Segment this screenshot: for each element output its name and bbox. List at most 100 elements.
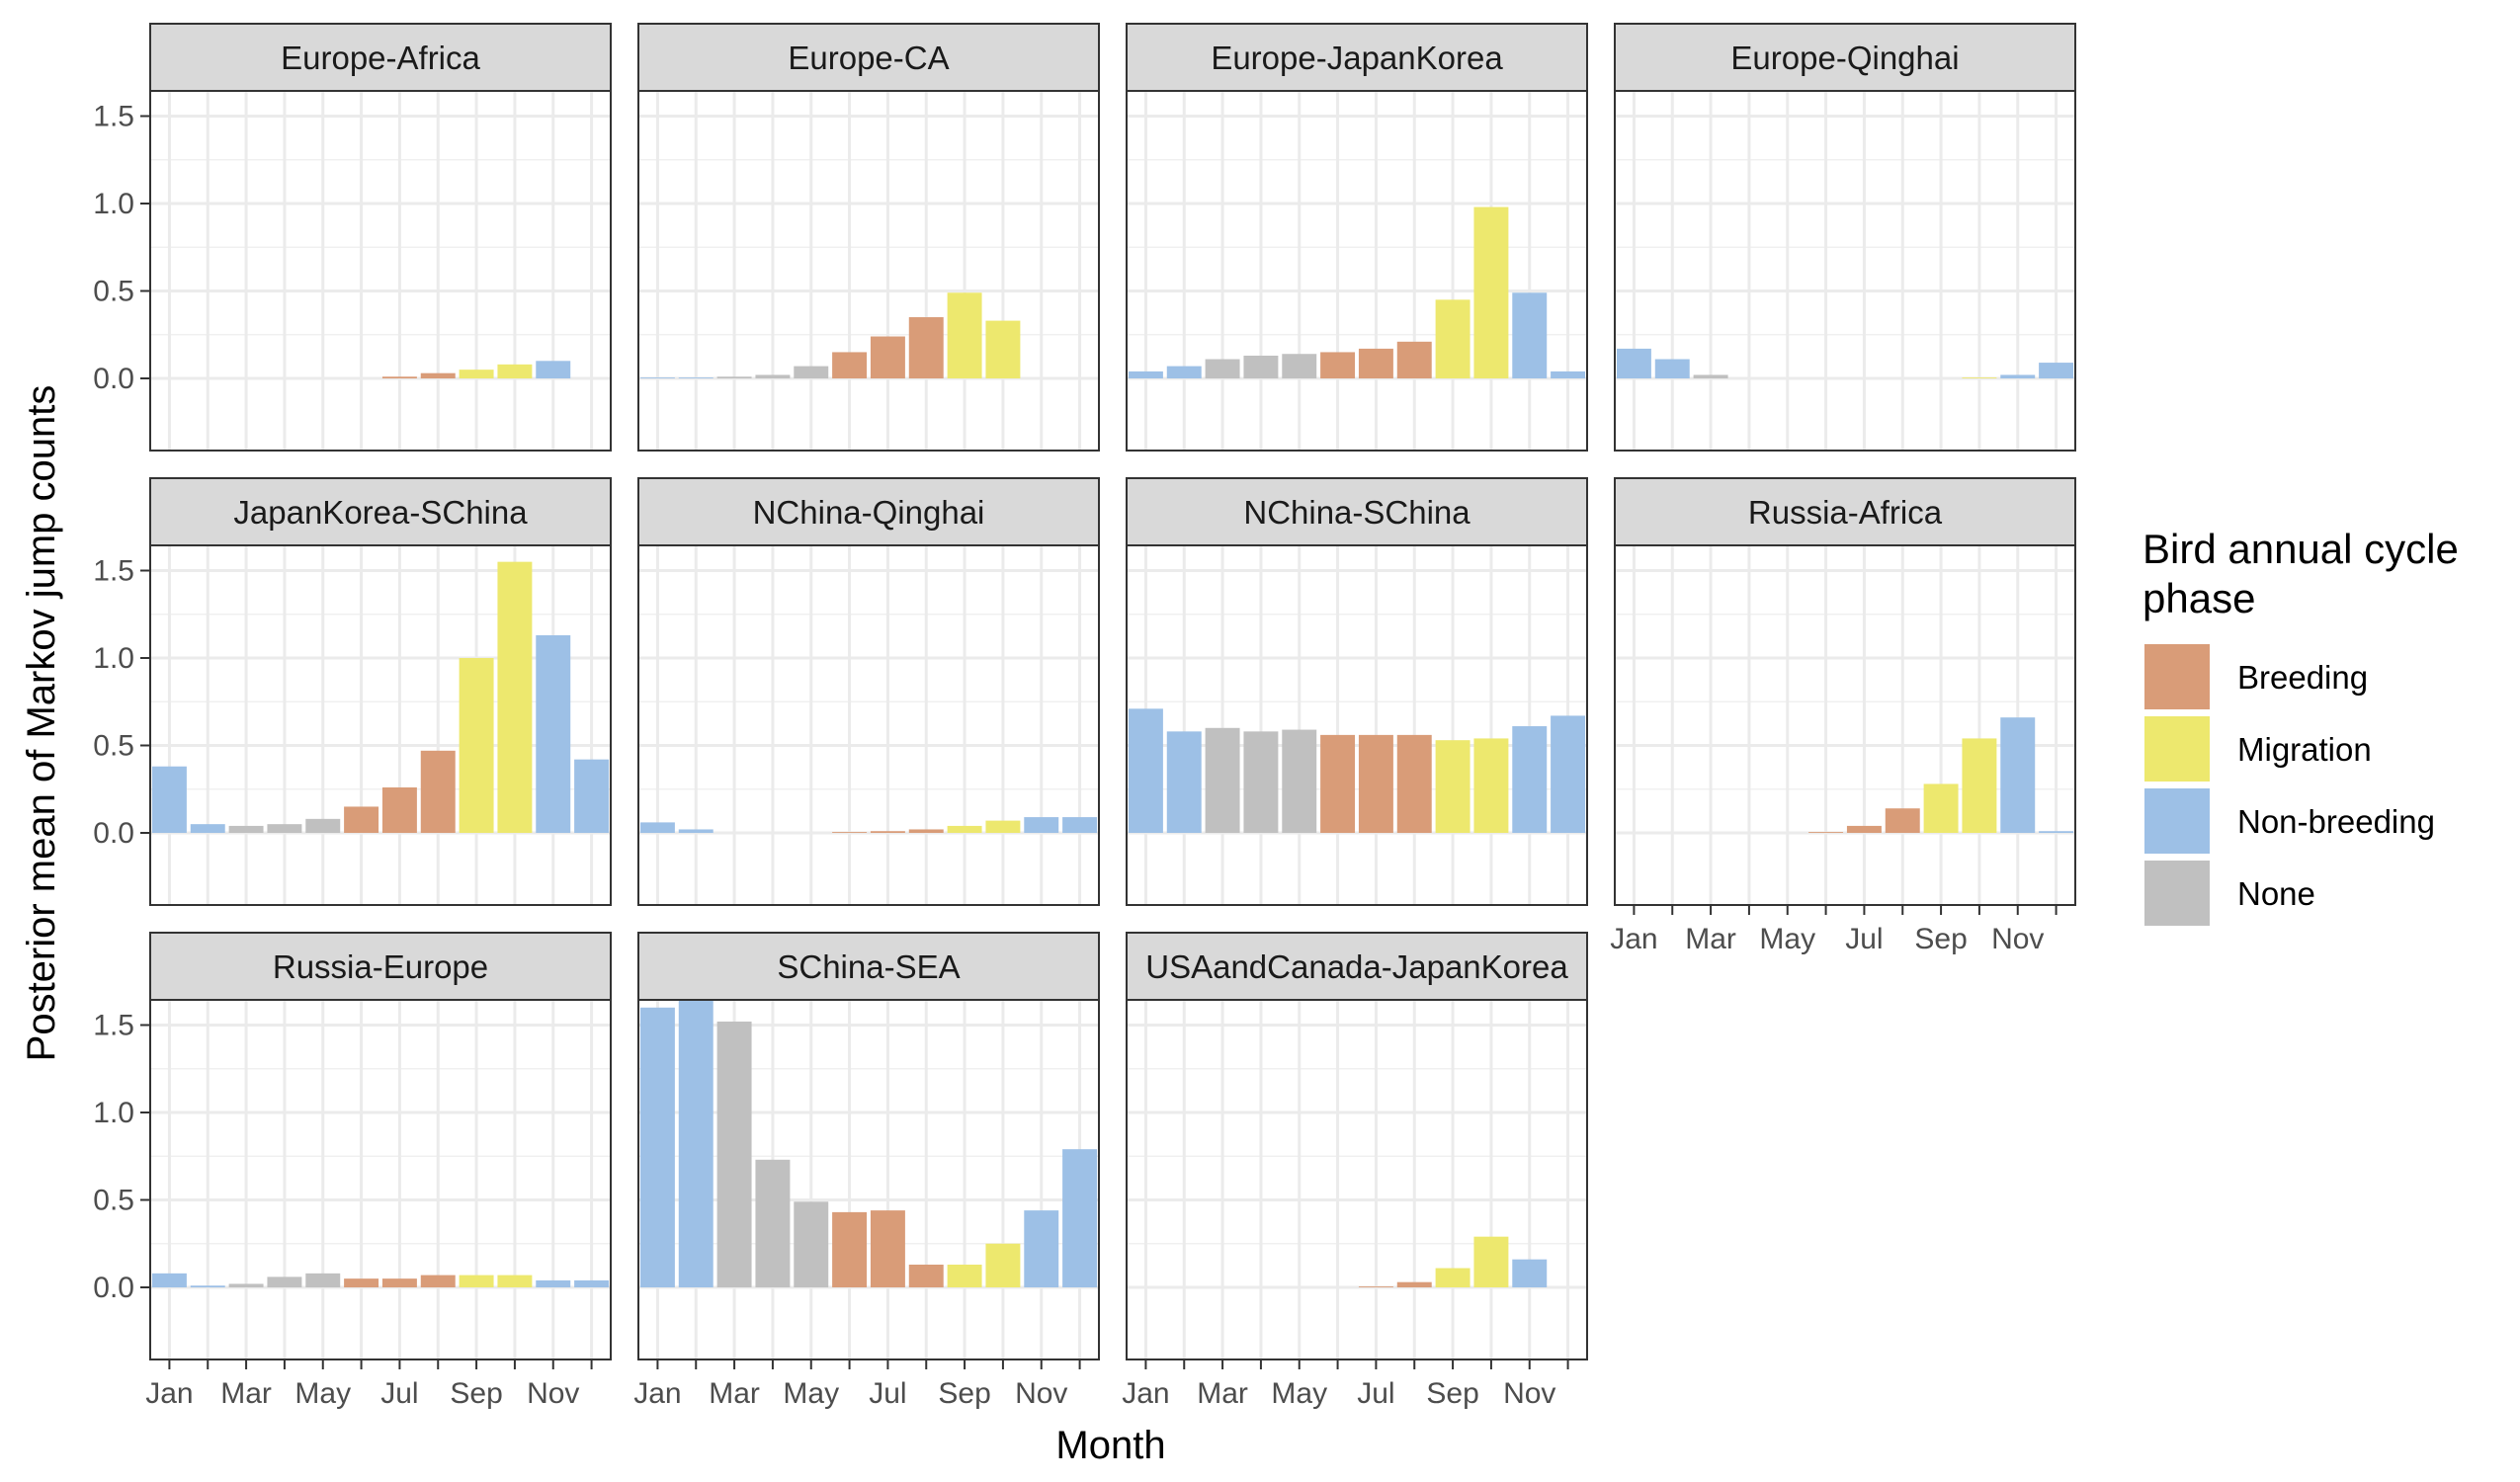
bar-schina-sea-apr [755,1159,791,1287]
legend-label-breeding: Breeding [2237,659,2368,696]
bar-nchina-qinghai-nov [1024,817,1059,833]
panel-title: JapanKorea-SChina [233,494,528,531]
bar-japankorea-schina-nov [536,634,571,833]
panel-europe-africa: Europe-Africa 0.0 0.5 1.0 1.5 [93,23,612,452]
panel-plot-area [638,545,1099,905]
bar-europe-qinghai-oct [1962,377,1997,378]
bar-schina-sea-may [794,1201,829,1287]
x-tick-label: Sep [450,1377,502,1410]
bar-europe-japankorea-oct [1473,206,1509,378]
panel-russia-africa: Russia-Africa Jan Mar May Jul Sep Nov [1610,477,2076,955]
bar-nchina-qinghai-dec [1062,817,1098,833]
bar-europe-ca-jul [870,336,905,378]
bar-schina-sea-jun [832,1211,868,1287]
bar-europe-japankorea-jan [1128,370,1163,378]
x-tick-label: Jan [633,1377,681,1410]
bar-nchina-qinghai-oct [985,820,1021,833]
y-tick-label: 0.5 [93,1185,134,1217]
legend-label-non-breeding: Non-breeding [2237,803,2435,840]
x-tick-label: Nov [1503,1377,1555,1410]
panel-border [149,90,612,452]
y-tick-label: 1.0 [93,188,134,220]
bar-nchina-qinghai-feb [678,829,714,833]
panel-europe-japankorea: Europe-JapanKorea [1126,23,1588,452]
panel-border [1126,544,1588,906]
legend-key-none [2144,861,2210,926]
bar-russia-europe-sep [459,1275,494,1287]
y-tick-label: 1.5 [93,1010,134,1042]
bar-russia-europe-jul [381,1278,417,1287]
bar-russia-africa-sep [1923,783,1959,833]
y-tick-label: 1.0 [93,642,134,675]
bar-russia-europe-may [305,1273,341,1287]
bar-europe-ca-feb [678,377,714,378]
bar-europe-africa-jul [381,376,417,378]
bar-schina-sea-aug [908,1264,944,1287]
x-tick-label: Nov [527,1377,579,1410]
panel-border [149,544,612,906]
bar-nchina-schina-jan [1128,708,1163,833]
x-tick-label: Jan [1610,923,1657,955]
bar-usaandcanada-japankorea-aug [1396,1281,1432,1287]
bar-nchina-qinghai-jun [832,832,868,833]
panel-strip [1126,932,1588,1001]
bar-europe-ca-jan [639,377,675,378]
bar-europe-japankorea-mar [1205,359,1240,378]
x-axis-title: Month [1055,1424,1165,1467]
panel-strip [149,932,612,1001]
bar-schina-sea-jan [639,1007,675,1287]
panel-strip [1614,477,2076,546]
bar-nchina-schina-mar [1205,727,1240,833]
bar-europe-qinghai-nov [2000,374,2036,378]
legend-key-non-breeding [2144,788,2210,854]
panel-russia-europe: Russia-Europe 0.0 0.5 1.0 1.5 Jan Mar May Jul Sep… [93,932,612,1410]
legend-key-breeding [2144,644,2210,709]
bar-japankorea-schina-jun [344,806,379,833]
bar-europe-africa-nov [536,361,571,378]
panel-plot-area [150,91,611,451]
bar-europe-africa-oct [497,364,533,378]
bar-europe-ca-apr [755,374,791,378]
panel-plot-area [1127,545,1587,905]
bar-europe-ca-jun [832,352,868,378]
panel-strip [149,477,612,546]
panel-border [1126,999,1588,1360]
bar-europe-japankorea-may [1282,354,1317,378]
panel-plot-area [1127,1000,1587,1359]
panel-title: Russia-Europe [273,948,488,985]
y-tick-label: 0.0 [93,363,134,395]
x-tick-label: Jul [1357,1377,1394,1410]
bar-russia-europe-apr [267,1276,302,1287]
bar-europe-japankorea-jun [1320,352,1356,378]
bar-europe-ca-mar [716,376,752,378]
bar-nchina-schina-aug [1396,734,1432,833]
bar-russia-europe-aug [420,1275,456,1287]
bar-schina-sea-jul [870,1210,905,1287]
bar-japankorea-schina-aug [420,750,456,833]
bar-nchina-qinghai-aug [908,829,944,833]
legend-label-migration: Migration [2237,731,2372,768]
panel-title: NChina-Qinghai [753,494,985,531]
bar-russia-europe-feb [190,1285,225,1287]
bar-schina-sea-feb [678,1000,714,1287]
panel-grid-and-bars [1127,91,1587,451]
bar-europe-japankorea-apr [1243,355,1279,378]
bar-nchina-schina-jul [1358,734,1393,833]
bar-japankorea-schina-jul [381,786,417,833]
panel-grid-and-bars [150,91,611,451]
panel-plot-area [638,1000,1099,1359]
y-tick-label: 1.0 [93,1097,134,1129]
panel-title: USAandCanada-JapanKorea [1145,948,1568,985]
bar-europe-japankorea-dec [1551,370,1586,378]
legend-label-none: None [2237,875,2315,912]
bar-japankorea-schina-mar [228,825,264,833]
bar-russia-europe-oct [497,1275,533,1287]
panel-grid-and-bars [150,1000,611,1359]
bar-europe-japankorea-sep [1435,299,1470,378]
bar-europe-japankorea-jul [1358,348,1393,378]
panel-plot-area [1615,91,2075,451]
panel-strip [1614,23,2076,92]
x-tick-label: May [294,1377,351,1410]
x-tick-label: Mar [1685,923,1736,955]
bar-russia-europe-nov [536,1279,571,1287]
